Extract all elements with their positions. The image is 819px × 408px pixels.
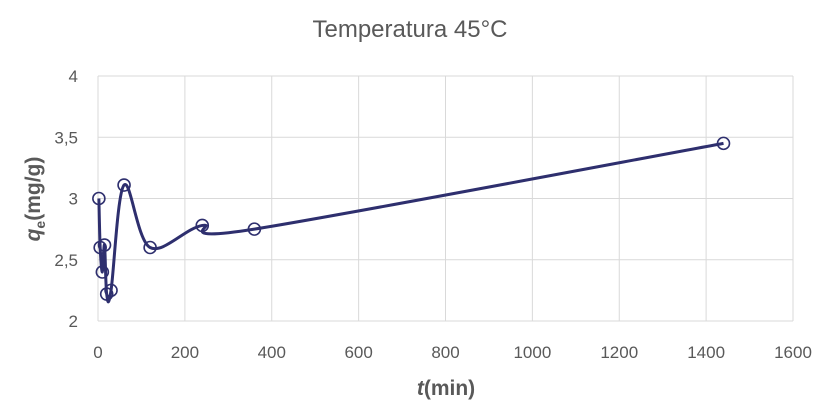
- chart-title: Temperatura 45°C: [312, 16, 507, 43]
- x-axis-title-unit: (min): [424, 377, 475, 400]
- x-tick-label: 400: [258, 343, 286, 362]
- data-point-marker: [95, 265, 110, 279]
- series-group: [92, 136, 731, 304]
- data-point-marker: [117, 178, 131, 192]
- y-tick-label: 2: [69, 312, 78, 331]
- data-point-marker: [97, 238, 112, 252]
- x-tick-label: 1200: [600, 343, 638, 362]
- y-axis-title-unit: (mg/g): [22, 157, 45, 221]
- x-tick-label: 0: [93, 343, 102, 362]
- series-line: [97, 141, 724, 304]
- axes: 0 200 400 600 800 1000 1200 1400 1600 2 2,5 3 3,5 4: [54, 67, 812, 362]
- x-tick-label: 1400: [687, 343, 725, 362]
- y-tick-label: 4: [69, 67, 78, 86]
- data-point-marker: [143, 240, 157, 255]
- x-tick-label: 1600: [774, 343, 812, 362]
- y-axis-title-italic: q: [22, 228, 45, 241]
- x-axis-title: t(min): [417, 377, 475, 400]
- data-point-marker: [716, 136, 731, 151]
- x-tick-label: 1000: [513, 343, 551, 362]
- y-axis-title: qe(mg/g): [22, 157, 48, 242]
- y-tick-label: 3: [69, 190, 78, 209]
- y-tick-label: 3,5: [54, 128, 78, 147]
- data-point-marker: [104, 283, 118, 298]
- x-tick-label: 800: [431, 343, 459, 362]
- y-tick-label: 2,5: [54, 251, 78, 270]
- y-axis-title-sub: e: [32, 221, 48, 229]
- data-point-marker: [99, 287, 114, 301]
- x-tick-label: 200: [171, 343, 199, 362]
- x-tick-label: 600: [344, 343, 372, 362]
- grid: [97, 75, 794, 322]
- x-axis-title-italic: t: [417, 377, 425, 400]
- data-point-marker: [195, 218, 210, 233]
- data-point-marker: [247, 222, 262, 236]
- data-point-marker: [92, 191, 106, 206]
